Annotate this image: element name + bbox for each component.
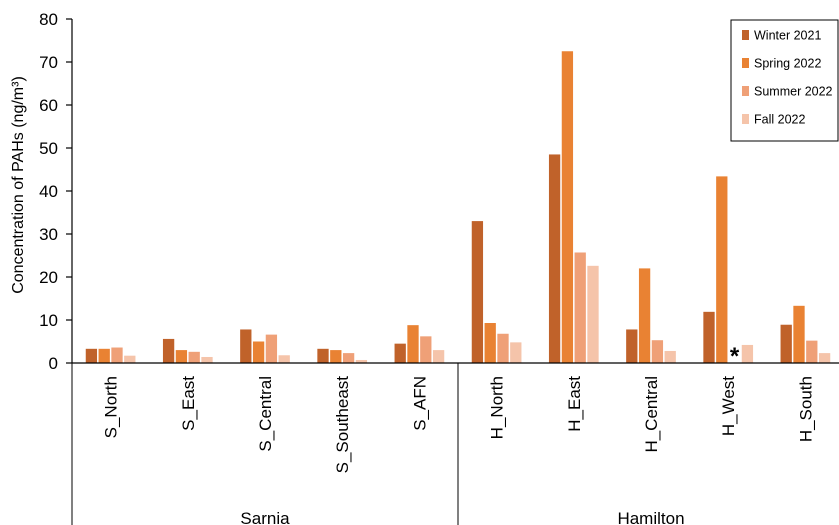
legend-swatch bbox=[742, 114, 749, 124]
legend-swatch bbox=[742, 58, 749, 68]
y-axis-label: Concentration of PAHs (ng/m³) bbox=[10, 76, 27, 294]
bar-S_AFN-spring-2022 bbox=[407, 325, 419, 363]
legend-label: Spring 2022 bbox=[754, 57, 821, 71]
y-tick-label: 50 bbox=[39, 139, 58, 158]
bar-S_Central-spring-2022 bbox=[252, 341, 265, 363]
bar-S_Southeast-summer-2022 bbox=[342, 353, 355, 363]
bar-H_North-summer-2022 bbox=[497, 333, 509, 363]
y-tick-label: 30 bbox=[39, 225, 58, 244]
bar-H_North-spring-2022 bbox=[484, 323, 496, 363]
bar-S_AFN-fall-2022 bbox=[432, 350, 445, 363]
bar-S_North-spring-2022 bbox=[98, 348, 110, 363]
bar-S_Southeast-winter-2021 bbox=[317, 348, 329, 363]
y-tick-label: 10 bbox=[39, 311, 58, 330]
bar-S_Central-winter-2021 bbox=[240, 329, 252, 363]
bar-H_Central-winter-2021 bbox=[626, 329, 638, 363]
bar-H_West-winter-2021 bbox=[703, 311, 715, 363]
bar-S_East-spring-2022 bbox=[175, 350, 188, 363]
x-tick-label: S_AFN bbox=[410, 376, 429, 431]
bar-S_Central-fall-2022 bbox=[278, 355, 290, 363]
bar-H_South-winter-2021 bbox=[780, 324, 792, 363]
bars: * bbox=[85, 51, 831, 370]
x-tick-label: S_Southeast bbox=[333, 376, 352, 474]
bar-S_Southeast-spring-2022 bbox=[330, 350, 342, 363]
x-tick-label: S_East bbox=[179, 376, 198, 431]
legend-label: Fall 2022 bbox=[754, 113, 805, 127]
bar-H_East-summer-2022 bbox=[574, 252, 586, 363]
legend-label: Winter 2021 bbox=[754, 29, 821, 43]
x-axis: S_North S_East S_Central S_Southeast S_AFN H_… bbox=[71, 362, 839, 525]
bar-H_Central-fall-2022 bbox=[664, 350, 676, 363]
y-tick-label: 40 bbox=[39, 182, 58, 201]
group-label: Sarnia bbox=[240, 509, 290, 525]
bar-H_East-winter-2021 bbox=[548, 154, 561, 363]
bar-H_North-winter-2021 bbox=[471, 221, 484, 363]
bar-H_South-summer-2022 bbox=[806, 340, 818, 363]
x-tick-label: H_North bbox=[488, 376, 507, 439]
legend-label: Summer 2022 bbox=[754, 85, 833, 99]
y-tick-label: 80 bbox=[39, 10, 58, 29]
legend: Winter 2021 Spring 2022 Summer 2022 Fall 20… bbox=[730, 19, 839, 142]
bar-S_East-fall-2022 bbox=[201, 356, 213, 363]
legend-box bbox=[730, 19, 839, 142]
bar-S_East-summer-2022 bbox=[188, 351, 200, 363]
bar-H_West-fall-2022 bbox=[741, 344, 754, 363]
bar-H_South-fall-2022 bbox=[818, 353, 831, 363]
y-axis: 0 10 20 30 40 50 60 70 80 bbox=[39, 10, 73, 373]
bar-H_North-fall-2022 bbox=[510, 342, 522, 363]
legend-swatch bbox=[742, 30, 749, 40]
x-tick-label: H_East bbox=[565, 376, 584, 432]
bar-S_AFN-summer-2022 bbox=[420, 336, 432, 363]
bar-S_Southeast-fall-2022 bbox=[355, 359, 368, 363]
x-tick-label: H_South bbox=[796, 376, 815, 442]
bar-S_Central-summer-2022 bbox=[265, 334, 278, 363]
x-tick-label: H_West bbox=[719, 376, 738, 436]
bar-S_AFN-winter-2021 bbox=[394, 343, 406, 363]
bar-S_North-fall-2022 bbox=[124, 355, 136, 363]
bar-S_East-winter-2021 bbox=[162, 338, 175, 363]
annotation-asterisk: * bbox=[730, 343, 740, 370]
bar-H_South-spring-2022 bbox=[793, 305, 805, 363]
y-tick-label: 70 bbox=[39, 53, 58, 72]
bar-H_Central-spring-2022 bbox=[638, 268, 651, 363]
group-label: Hamilton bbox=[617, 509, 684, 525]
bar-S_North-winter-2021 bbox=[85, 348, 98, 363]
bar-H_Central-summer-2022 bbox=[651, 340, 664, 363]
bar-H_West-spring-2022 bbox=[716, 176, 728, 363]
y-tick-label: 60 bbox=[39, 96, 58, 115]
x-tick-label: H_Central bbox=[642, 376, 661, 453]
y-tick-label: 0 bbox=[49, 354, 58, 373]
x-tick-label: S_Central bbox=[256, 376, 275, 452]
bar-S_North-summer-2022 bbox=[111, 347, 123, 363]
bar-H_East-spring-2022 bbox=[561, 51, 574, 363]
legend-swatch bbox=[742, 86, 749, 96]
bar-H_East-fall-2022 bbox=[587, 265, 599, 363]
y-tick-label: 20 bbox=[39, 268, 58, 287]
x-tick-label: S_North bbox=[102, 376, 121, 438]
